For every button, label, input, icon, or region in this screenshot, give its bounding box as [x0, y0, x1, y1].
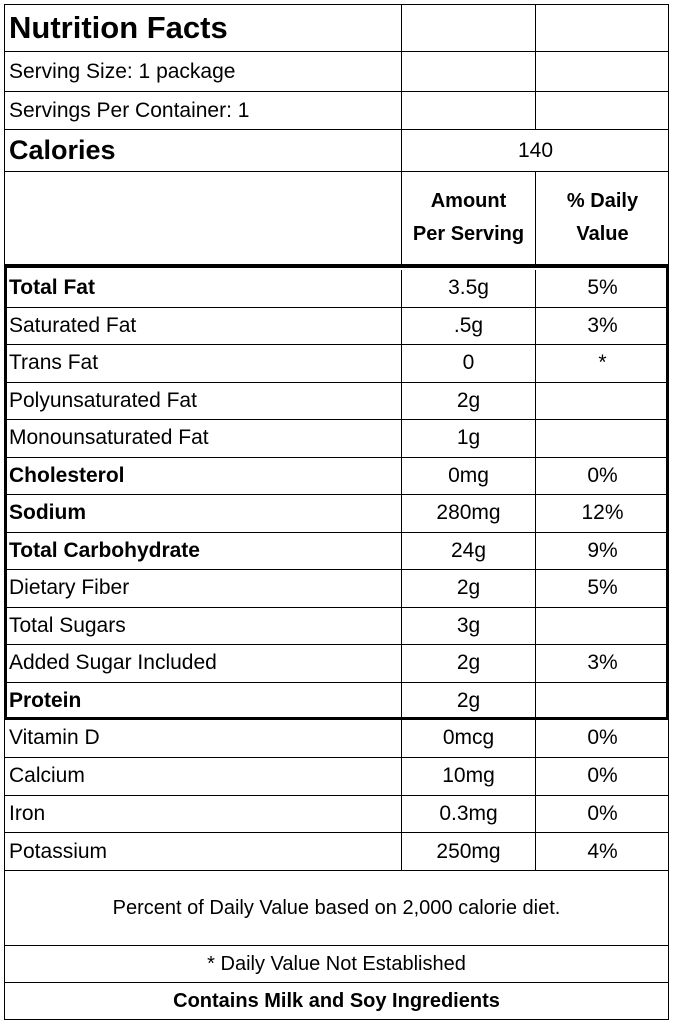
- nutrient-daily-value: 12%: [535, 495, 669, 532]
- nutrient-name: Added Sugar Included: [9, 651, 217, 675]
- nutrient-name: Dietary Fiber: [9, 576, 130, 600]
- nutrient-daily-value: [535, 607, 669, 644]
- nutrient-daily-value: 5%: [535, 270, 669, 307]
- nutrient-amount: 0: [401, 345, 535, 382]
- vitamin-row: Calcium 10mg 0%: [4, 757, 669, 796]
- servings-empty-cell-2: [401, 92, 535, 129]
- header-empty-cell: [4, 172, 401, 264]
- nutrient-name: Cholesterol: [9, 463, 125, 487]
- amount-per-serving-header: Amount Per Serving: [401, 172, 535, 264]
- vitamin-name: Vitamin D: [9, 726, 100, 750]
- nutrient-row: Trans Fat 0 *: [4, 345, 669, 383]
- title-empty-cell-2: [401, 4, 535, 51]
- calories-label: Calories: [9, 135, 116, 165]
- nutrient-daily-value: 3%: [535, 645, 669, 682]
- nutrient-row: Total Carbohydrate 24g 9%: [4, 532, 669, 570]
- nutrient-name: Saturated Fat: [9, 313, 137, 337]
- servings-per-container: Servings Per Container: 1: [9, 98, 250, 122]
- nutrient-row: Added Sugar Included 2g 3%: [4, 645, 669, 683]
- vitamin-daily-value: 0%: [535, 757, 669, 795]
- servings-empty-cell-3: [535, 92, 669, 129]
- nutrient-name: Sodium: [9, 501, 86, 525]
- nutrient-name: Trans Fat: [9, 351, 99, 375]
- nutrient-daily-value: *: [535, 345, 669, 382]
- nutrient-row: Total Fat 3.5g 5%: [4, 270, 669, 308]
- vitamin-name: Calcium: [9, 764, 85, 788]
- vitamin-daily-value: 4%: [535, 833, 669, 870]
- vitamin-row: Iron 0.3mg 0%: [4, 795, 669, 834]
- nutrient-row: Polyunsaturated Fat 2g: [4, 382, 669, 420]
- nutrient-amount: 1g: [401, 420, 535, 457]
- nutrient-row: Dietary Fiber 2g 5%: [4, 570, 669, 608]
- daily-value-header: % Daily Value: [535, 172, 669, 264]
- nutrient-amount: 0mg: [401, 457, 535, 494]
- nutrition-facts-label: Nutrition Facts Serving Size: 1 package …: [4, 4, 669, 1020]
- serving-size-empty-cell-3: [535, 52, 669, 91]
- nutrient-amount: 3.5g: [401, 270, 535, 307]
- nutrient-row: Monounsaturated Fat 1g: [4, 420, 669, 458]
- nutrient-row: Sodium 280mg 12%: [4, 495, 669, 533]
- nutrient-amount: 280mg: [401, 495, 535, 532]
- label-title: Nutrition Facts: [9, 9, 228, 45]
- nutrient-name: Total Fat: [9, 276, 95, 300]
- column-header-row: Amount Per Serving % Daily Value: [4, 172, 669, 265]
- amount-header-line-2: Per Serving: [412, 223, 525, 245]
- nutrient-row: Saturated Fat .5g 3%: [4, 307, 669, 345]
- vitamin-row: Vitamin D 0mcg 0%: [4, 720, 669, 758]
- nutrient-daily-value: [535, 420, 669, 457]
- serving-size-row: Serving Size: 1 package: [4, 52, 669, 92]
- dv-header-line-2: Value: [576, 223, 629, 245]
- serving-size-empty-cell-2: [401, 52, 535, 91]
- serving-size: Serving Size: 1 package: [9, 59, 236, 83]
- nutrient-daily-value: [535, 682, 669, 719]
- vitamin-row: Potassium 250mg 4%: [4, 833, 669, 871]
- daily-value-footnote-row: Percent of Daily Value based on 2,000 ca…: [4, 871, 669, 946]
- nutrient-daily-value: 0%: [535, 457, 669, 494]
- vitamin-amount: 250mg: [401, 833, 535, 870]
- asterisk-footnote-row: * Daily Value Not Established: [4, 946, 669, 983]
- nutrient-row: Protein 2g: [4, 682, 669, 720]
- nutrient-row: Total Sugars 3g: [4, 607, 669, 645]
- title-row: Nutrition Facts: [4, 4, 669, 52]
- nutrient-daily-value: 9%: [535, 532, 669, 569]
- amount-header-line-1: Amount: [430, 190, 507, 212]
- nutrient-name: Polyunsaturated Fat: [9, 388, 197, 412]
- nutrient-amount: .5g: [401, 307, 535, 344]
- nutrient-amount: 2g: [401, 570, 535, 607]
- dv-header-line-1: % Daily: [566, 190, 639, 212]
- asterisk-footnote: * Daily Value Not Established: [207, 952, 466, 975]
- nutrient-amount: 3g: [401, 607, 535, 644]
- nutrient-row: Cholesterol 0mg 0%: [4, 457, 669, 495]
- daily-value-footnote: Percent of Daily Value based on 2,000 ca…: [112, 896, 561, 919]
- servings-per-container-row: Servings Per Container: 1: [4, 92, 669, 130]
- calories-value: 140: [401, 130, 669, 171]
- nutrient-name: Total Carbohydrate: [9, 538, 200, 562]
- vitamin-daily-value: 0%: [535, 795, 669, 833]
- nutrient-name: Total Sugars: [9, 613, 126, 637]
- vitamin-amount: 10mg: [401, 757, 535, 795]
- nutrient-daily-value: 3%: [535, 307, 669, 344]
- nutrient-daily-value: 5%: [535, 570, 669, 607]
- allergen-statement: Contains Milk and Soy Ingredients: [173, 990, 500, 1012]
- nutrient-name: Monounsaturated Fat: [9, 426, 209, 450]
- vitamin-name: Iron: [9, 801, 46, 825]
- vitamin-amount: 0mcg: [401, 720, 535, 757]
- vitamin-name: Potassium: [9, 839, 108, 863]
- allergen-row: Contains Milk and Soy Ingredients: [4, 983, 669, 1020]
- nutrient-amount: 2g: [401, 645, 535, 682]
- nutrient-amount: 2g: [401, 382, 535, 419]
- nutrient-name: Protein: [9, 688, 82, 712]
- vitamin-daily-value: 0%: [535, 720, 669, 757]
- nutrient-amount: 24g: [401, 532, 535, 569]
- nutrient-daily-value: [535, 382, 669, 419]
- vitamin-amount: 0.3mg: [401, 795, 535, 833]
- title-empty-cell-3: [535, 4, 669, 51]
- calories-row: Calories 140: [4, 130, 669, 172]
- nutrient-amount: 2g: [401, 682, 535, 719]
